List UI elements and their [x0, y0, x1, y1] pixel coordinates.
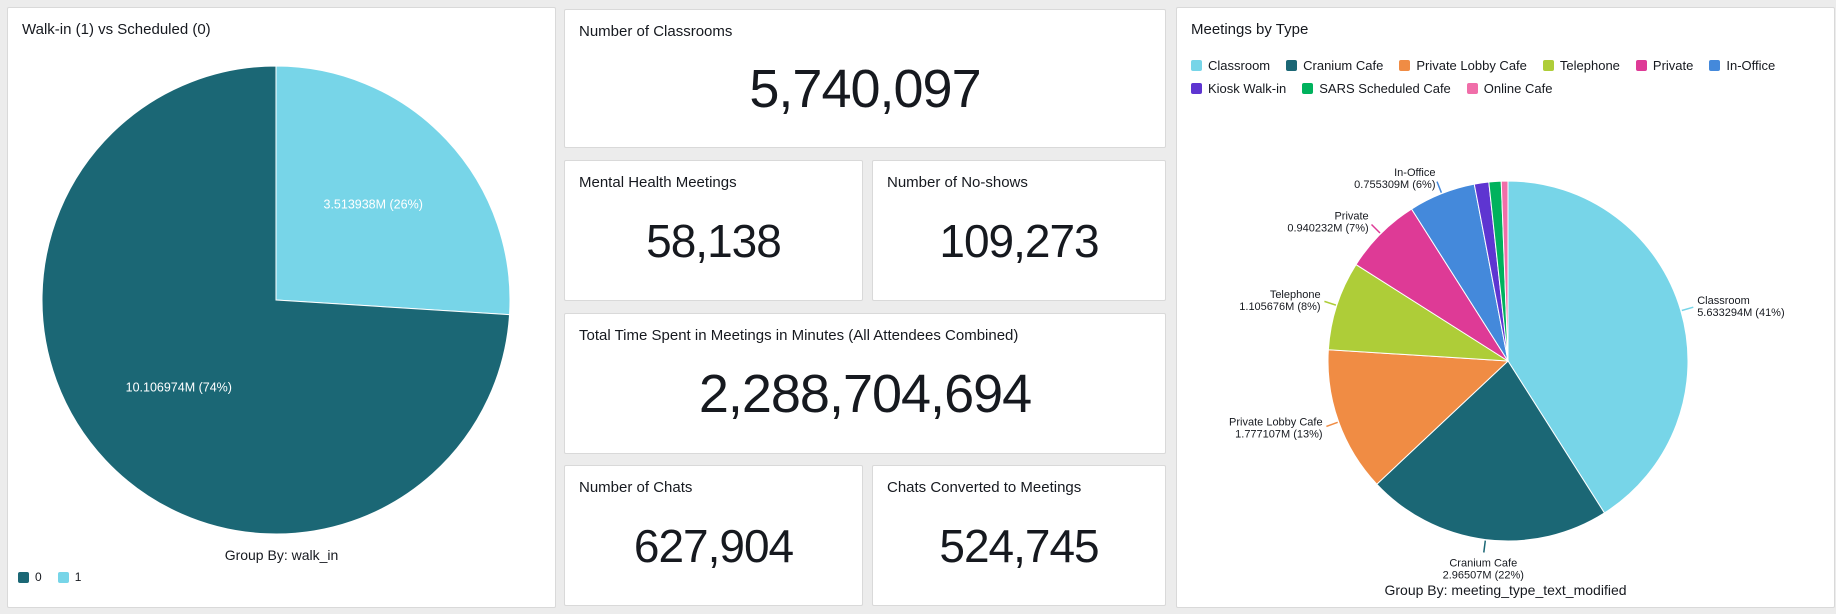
legend-label: Telephone: [1559, 58, 1620, 73]
walkin-pie-legend: 0 1: [18, 570, 81, 584]
kpi-title: Number of Chats: [579, 479, 693, 496]
meetings-by-type-panel: Meetings by Type Classroom 5.633294M (41%…: [1176, 7, 1835, 608]
callout-label-telephone: Telephone 1.105676M (8%): [1239, 289, 1320, 313]
legend-label: In-Office: [1726, 58, 1776, 73]
callout-line-in-office: [1436, 181, 1443, 193]
kpi-title: Number of Classrooms: [579, 23, 733, 40]
legend-label: Cranium Cafe: [1303, 58, 1384, 73]
kpi-mental-health-meetings: Mental Health Meetings 58,138: [564, 160, 863, 301]
kpi-value: 109,273: [939, 214, 1099, 267]
callout-label-cranium-cafe: Cranium Cafe 2.96507M (22%): [1443, 557, 1524, 581]
legend-swatch: [1399, 60, 1411, 71]
kpi-value: 524,745: [939, 519, 1099, 572]
legend-label: SARS Scheduled Cafe: [1319, 81, 1451, 96]
legend-swatch: [1191, 83, 1202, 94]
legend-item-in-office[interactable]: In-Office: [1709, 58, 1775, 73]
callout-label-private-lobby-cafe: Private Lobby Cafe 1.777107M (13%): [1229, 417, 1323, 441]
pie-slice-1[interactable]: [275, 65, 511, 316]
legend-label: Private: [1652, 58, 1694, 73]
meetings-legend-row-1: Classroom Cranium Cafe Private Lobby Caf…: [1191, 58, 1775, 73]
kpi-value: 627,904: [633, 519, 794, 572]
meetings-by-type-pie-chart: Classroom 5.633294M (41%) Cranium Cafe 2.96…: [1229, 167, 1785, 582]
legend-swatch: [57, 571, 69, 583]
walkin-vs-scheduled-panel: Walk-in (1) vs Scheduled (0) 3.513938M (…: [7, 7, 556, 608]
callout-line-telephone: [1324, 300, 1337, 306]
slice-label-1: 3.513938M (26%): [324, 198, 423, 212]
pie-slice-cranium-cafe[interactable]: [1376, 360, 1606, 542]
legend-label: Private Lobby Cafe: [1416, 58, 1527, 73]
legend-swatch: [1466, 83, 1478, 94]
callout-label-classroom: Classroom 5.633294M (41%): [1697, 295, 1784, 319]
kpi-title: Total Time Spent in Meetings in Minutes …: [579, 327, 1019, 344]
callout-line-classroom: [1681, 306, 1694, 312]
kpi-total-meeting-minutes: Total Time Spent in Meetings in Minutes …: [564, 313, 1166, 454]
legend-swatch: [18, 571, 29, 583]
meetings-legend-row-2: Kiosk Walk-in SARS Scheduled Cafe Online…: [1191, 81, 1552, 96]
legend-item-private-lobby-cafe[interactable]: Private Lobby Cafe: [1399, 58, 1527, 73]
legend-item-sars-scheduled-cafe[interactable]: SARS Scheduled Cafe: [1302, 81, 1451, 96]
walkin-pie-chart: 3.513938M (26%) 10.106974M (74%): [41, 65, 511, 535]
panel-title: Meetings by Type: [1191, 21, 1309, 38]
kpi-title: Number of No-shows: [887, 174, 1028, 191]
callout-line-private: [1370, 223, 1381, 234]
panel-title: Walk-in (1) vs Scheduled (0): [22, 21, 211, 38]
callout-line-cranium-cafe: [1483, 540, 1487, 553]
legend-item-cranium-cafe[interactable]: Cranium Cafe: [1286, 58, 1383, 73]
legend-item-1[interactable]: 1: [57, 570, 82, 584]
kpi-title: Mental Health Meetings: [579, 174, 737, 191]
legend-item-classroom[interactable]: Classroom: [1191, 58, 1270, 73]
legend-swatch: [1542, 60, 1554, 71]
kpi-number-of-classrooms: Number of Classrooms 5,740,097: [564, 9, 1166, 148]
kpi-number-of-no-shows: Number of No-shows 109,273: [872, 160, 1166, 301]
kpi-chats-converted: Chats Converted to Meetings 524,745: [872, 465, 1166, 606]
callout-line-private-lobby-cafe: [1326, 421, 1338, 428]
legend-item-0[interactable]: 0: [18, 570, 42, 584]
legend-swatch: [1191, 60, 1202, 71]
legend-item-kiosk-walk-in[interactable]: Kiosk Walk-in: [1191, 81, 1286, 96]
slice-label-0: 10.106974M (74%): [126, 380, 232, 394]
legend-label: 0: [35, 570, 42, 584]
legend-item-online-cafe[interactable]: Online Cafe: [1466, 81, 1553, 96]
legend-swatch: [1286, 60, 1298, 71]
callout-label-in-office: In-Office 0.755309M (6%): [1354, 167, 1435, 191]
legend-item-telephone[interactable]: Telephone: [1542, 58, 1620, 73]
pie-slice-classroom[interactable]: [1507, 180, 1689, 514]
group-by-label: Group By: meeting_type_text_modified: [1384, 582, 1627, 598]
legend-label: Kiosk Walk-in: [1208, 81, 1287, 96]
legend-item-private[interactable]: Private: [1635, 58, 1694, 73]
kpi-value: 58,138: [646, 214, 782, 267]
legend-label: Online Cafe: [1483, 81, 1553, 96]
kpi-value: 2,288,704,694: [698, 363, 1032, 424]
legend-swatch: [1635, 60, 1647, 71]
pie-slice-0[interactable]: [41, 65, 511, 535]
kpi-number-of-chats: Number of Chats 627,904: [564, 465, 863, 606]
callout-label-private: Private 0.940232M (7%): [1287, 211, 1368, 235]
legend-label: Classroom: [1208, 58, 1271, 73]
legend-swatch: [1302, 83, 1314, 94]
legend-swatch: [1709, 60, 1721, 71]
legend-label: 1: [74, 570, 82, 584]
pie-slice-telephone[interactable]: [1327, 263, 1509, 362]
pie-slice-private-lobby-cafe[interactable]: [1327, 349, 1510, 485]
group-by-label: Group By: walk_in: [224, 547, 339, 563]
pie-slice-online-cafe[interactable]: [1500, 180, 1509, 362]
kpi-value: 5,740,097: [749, 58, 981, 119]
kpi-title: Chats Converted to Meetings: [887, 479, 1082, 496]
